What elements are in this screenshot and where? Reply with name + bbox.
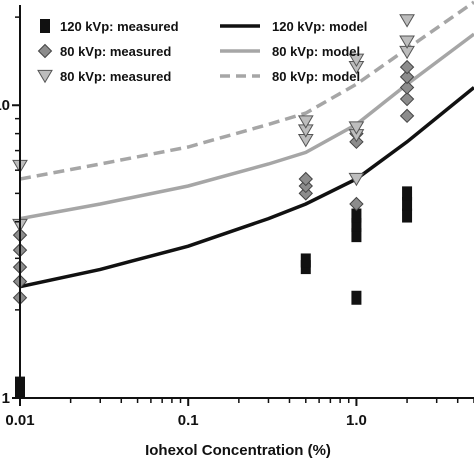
legend-marker-2 [37, 69, 53, 84]
x-axis-label: Iohexol Concentration (%) [145, 442, 331, 459]
legend-label-2: 80 kVp: measured [60, 69, 171, 84]
data-point-s1-13 [399, 80, 415, 95]
data-point-s0-7 [351, 208, 362, 223]
series-line-4 [20, 32, 474, 221]
data-point-s0-10 [402, 186, 413, 201]
data-point-s1-7 [298, 171, 313, 187]
data-point-s0-3 [300, 253, 311, 268]
data-point-s1-8 [349, 196, 364, 212]
series-line-5 [20, 0, 474, 181]
y-tick-label-0: 1 [2, 390, 10, 407]
data-point-s1-14 [399, 69, 415, 85]
x-tick-label-0: 0.01 [5, 412, 34, 429]
data-point-s2-12 [399, 14, 415, 28]
data-point-s2-5 [348, 172, 365, 187]
data-point-s1-5 [298, 186, 313, 201]
data-point-s2-9 [348, 53, 365, 68]
data-point-s1-12 [399, 91, 415, 107]
legend-marker-0 [40, 19, 50, 33]
x-tick-label-1: 0.1 [178, 412, 199, 429]
legend-label-line-0: 120 kVp: model [272, 19, 367, 34]
data-point-s2-7 [348, 121, 365, 135]
data-point-s0-9 [402, 196, 413, 211]
data-point-s2-4 [297, 115, 314, 129]
y-tick-label-1: 10 [0, 97, 10, 114]
legend-label-1: 80 kVp: measured [60, 44, 171, 59]
legend-label-line-2: 80 kVp: model [272, 69, 360, 84]
x-tick-label-2: 1.0 [346, 412, 367, 429]
data-point-s1-15 [399, 59, 415, 75]
plot-area [12, 0, 474, 399]
data-point-s0-5 [351, 228, 362, 243]
data-point-s1-11 [399, 108, 415, 124]
legend: 120 kVp: measured 80 kVp: measured 80 kVp:… [37, 19, 367, 84]
data-point-s0-6 [351, 217, 362, 232]
legend-marker-1 [37, 43, 53, 59]
axes: 0.01 0.1 1.0 1 10 [0, 5, 474, 429]
data-point-s0-8 [402, 208, 413, 223]
legend-label-0: 120 kVp: measured [60, 19, 179, 34]
legend-label-line-1: 80 kVp: model [272, 44, 360, 59]
data-point-s2-11 [399, 35, 415, 49]
data-point-s0-4 [351, 290, 362, 305]
series-line-3 [20, 86, 474, 289]
